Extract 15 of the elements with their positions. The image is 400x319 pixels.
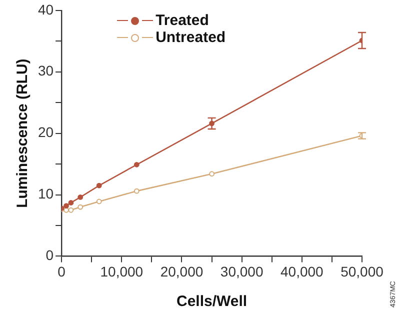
y-tick-label: 10 xyxy=(38,186,54,202)
y-tick-label: 30 xyxy=(38,62,54,79)
y-tick-label: 20 xyxy=(38,124,54,140)
x-tick-label: 0 xyxy=(58,263,66,280)
x-axis-title: Cells/Well xyxy=(176,293,248,310)
x-tick-label: 30,000 xyxy=(220,263,264,280)
x-tick-label: 50,000 xyxy=(340,263,384,280)
y-tick-label: 40 xyxy=(38,1,54,18)
y-axis-title: Luminescence (RLU) xyxy=(14,58,32,208)
legend-label: Untreated xyxy=(156,29,226,46)
x-tick-label: 40,000 xyxy=(280,263,324,280)
x-tick-label: 20,000 xyxy=(160,263,204,280)
y-tick-label: 0 xyxy=(46,247,54,264)
legend-label: Treated xyxy=(156,12,209,30)
x-tick-label: 10,000 xyxy=(100,263,144,280)
